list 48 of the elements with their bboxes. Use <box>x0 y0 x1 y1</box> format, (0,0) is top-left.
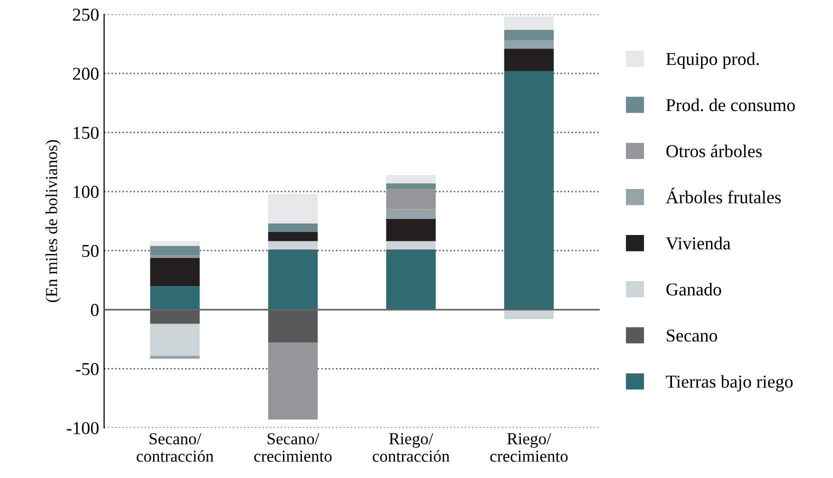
x-tick-label: Riego/ contracción <box>372 433 450 462</box>
bar <box>150 310 200 324</box>
legend-label: Otros árboles <box>666 144 762 158</box>
x-tick-label: Riego/ crecimiento <box>490 433 568 462</box>
bar <box>150 324 200 356</box>
bar <box>150 246 200 256</box>
legend-label: Ganado <box>666 282 722 296</box>
y-tick-label: -50 <box>76 363 99 376</box>
bar <box>386 241 436 250</box>
y-axis-title: (En miles de bolivianos) <box>46 140 61 302</box>
y-tick-label: 150 <box>74 126 99 139</box>
bar <box>386 209 436 219</box>
x-tick-label: Secano/ contracción <box>136 433 214 462</box>
bar <box>386 175 436 184</box>
bar <box>504 30 554 40</box>
bar <box>150 241 200 246</box>
x-tick-label: Secano/ crecimiento <box>254 433 332 462</box>
bar <box>386 249 436 310</box>
bar <box>504 40 554 49</box>
y-tick-label: 200 <box>72 68 99 80</box>
y-tick-label: 100 <box>74 186 99 198</box>
bar <box>268 310 318 343</box>
bar <box>504 310 554 320</box>
bar <box>268 232 318 242</box>
bar <box>504 16 554 30</box>
legend-label: Vivienda <box>666 236 730 250</box>
y-tick-label: 250 <box>72 8 99 21</box>
bar <box>150 258 200 286</box>
bar <box>150 286 200 310</box>
bar <box>268 194 318 224</box>
bar <box>268 241 318 250</box>
bar <box>386 189 436 210</box>
y-tick-label: 0 <box>90 304 99 316</box>
bar <box>268 249 318 310</box>
legend-label: Secano <box>666 330 718 342</box>
bar <box>150 356 200 359</box>
bar <box>386 218 436 242</box>
legend-label: Árboles frutales <box>666 188 781 204</box>
y-tick-label: -100 <box>66 422 99 434</box>
bar <box>504 71 554 310</box>
bar <box>268 342 318 420</box>
legend-label: Prod. de consumo <box>666 98 795 112</box>
bar <box>504 48 554 72</box>
y-tick-label: 50 <box>82 244 99 258</box>
bar <box>268 223 318 232</box>
legend-label: Equipo prod. <box>666 52 759 69</box>
legend-label: Tierras bajo riego <box>666 375 793 392</box>
bar <box>386 183 436 190</box>
